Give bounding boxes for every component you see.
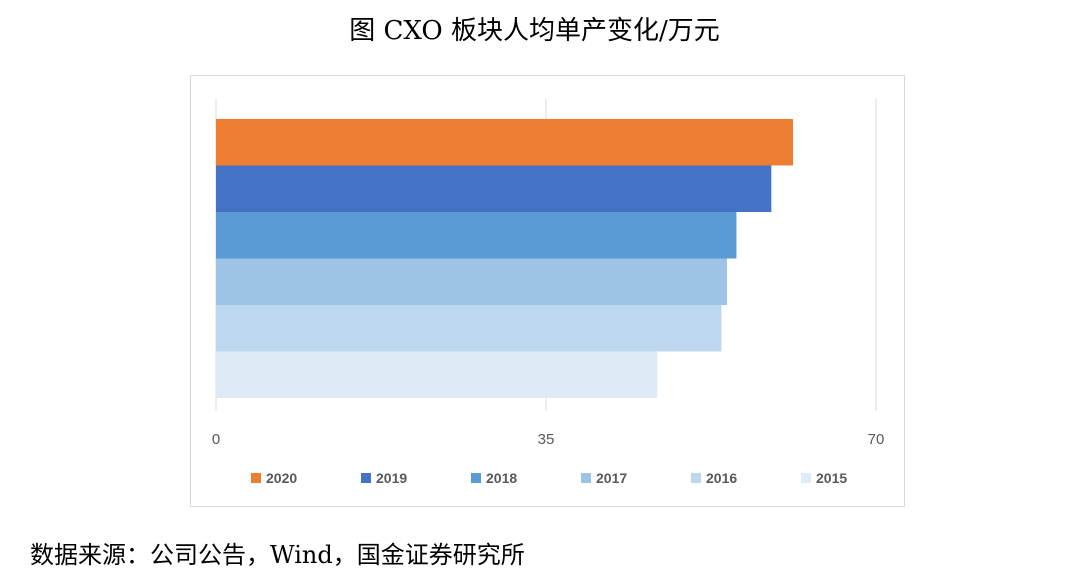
bar-2016 xyxy=(216,305,722,352)
legend-swatch-2018 xyxy=(471,473,481,483)
x-tick-label: 35 xyxy=(538,431,555,448)
bar-2020 xyxy=(216,119,794,166)
legend-swatch-2016 xyxy=(691,473,701,483)
legend-label-2020: 2020 xyxy=(266,470,297,486)
legend-swatch-2015 xyxy=(801,473,811,483)
legend-swatch-2017 xyxy=(581,473,591,483)
bar-2019 xyxy=(216,165,772,212)
chart-frame: 0 35 70 2020 2019 2018 2017 2016 2015 xyxy=(190,75,905,507)
bar-chart: 0 35 70 2020 2019 2018 2017 2016 2015 xyxy=(212,99,885,486)
legend-label-2017: 2017 xyxy=(596,470,627,486)
legend-swatch-2019 xyxy=(361,473,371,483)
bar-2018 xyxy=(216,212,737,259)
x-tick-label: 0 xyxy=(212,431,220,448)
legend-label-2019: 2019 xyxy=(376,470,407,486)
legend-label-2015: 2015 xyxy=(816,470,847,486)
legend-swatch-2020 xyxy=(251,473,261,483)
x-tick-label: 70 xyxy=(868,431,885,448)
legend-label-2018: 2018 xyxy=(486,470,517,486)
bar-2017 xyxy=(216,258,728,305)
legend-label-2016: 2016 xyxy=(706,470,737,486)
chart-title: 图 CXO 板块人均单产变化/万元 xyxy=(349,16,720,46)
data-source-note: 数据来源：公司公告，Wind，国金证券研究所 xyxy=(30,541,525,569)
bar-2015 xyxy=(216,351,658,398)
